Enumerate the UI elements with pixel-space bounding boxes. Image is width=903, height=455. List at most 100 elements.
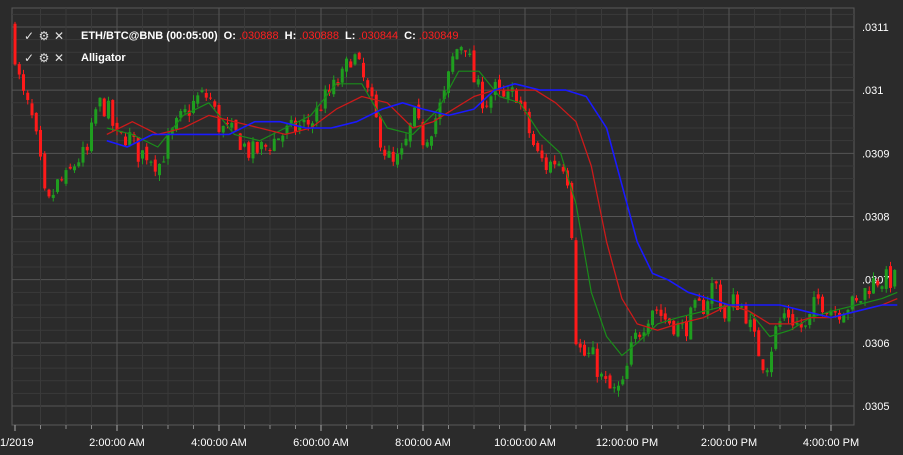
candle-up — [859, 301, 863, 303]
candle-down — [111, 100, 115, 126]
candle-down — [519, 100, 523, 105]
candle-down — [26, 92, 30, 100]
candle-up — [549, 161, 552, 173]
candle-down — [502, 89, 506, 97]
x-tick-label: 10:00:00 AM — [494, 437, 556, 449]
candle-up — [629, 342, 633, 365]
candle-up — [64, 170, 68, 184]
candle-up — [281, 135, 285, 142]
candle-down — [357, 52, 361, 60]
candle-up — [162, 161, 166, 163]
candle-up — [850, 296, 854, 310]
candle-down — [574, 240, 578, 345]
candle-down — [583, 344, 586, 356]
candle-down — [697, 298, 701, 301]
candle-down — [234, 119, 238, 131]
candle-down — [464, 50, 467, 52]
x-tick-label: 1/2019 — [0, 437, 34, 449]
candle-down — [723, 305, 727, 319]
x-tick-label: 8:00:00 AM — [395, 437, 451, 449]
candle-up — [179, 111, 183, 118]
candle-up — [646, 323, 650, 334]
candle-up — [353, 54, 357, 65]
candle-down — [153, 159, 157, 172]
candle-down — [655, 309, 659, 311]
candle-up — [183, 109, 187, 113]
candle-down — [379, 116, 382, 148]
candle-down — [668, 318, 671, 324]
candle-up — [893, 269, 897, 287]
candle-down — [736, 294, 739, 311]
candle-down — [791, 314, 795, 326]
candle-down — [264, 144, 268, 147]
indicator-name: Alligator — [81, 52, 126, 64]
candle-up — [158, 163, 161, 176]
candle-down — [268, 150, 272, 152]
y-tick-label: .031 — [862, 85, 883, 97]
candle-up — [447, 71, 450, 93]
candle-up — [612, 387, 616, 389]
candle-down — [816, 294, 820, 299]
candle-up — [587, 352, 591, 354]
candle-down — [22, 74, 25, 91]
candle-up — [434, 118, 438, 134]
candle-up — [430, 136, 433, 146]
candle-up — [141, 150, 144, 159]
candle-up — [404, 138, 408, 146]
candle-down — [714, 281, 718, 284]
candle-up — [770, 351, 773, 373]
check-icon[interactable]: ✓ — [23, 51, 35, 65]
x-tick-label: 2:00:00 AM — [89, 437, 145, 449]
alligator-teeth-line — [106, 89, 898, 331]
candle-up — [285, 125, 289, 134]
candle-down — [421, 121, 425, 146]
candle-down — [515, 89, 518, 103]
candle-down — [825, 312, 829, 315]
candle-down — [391, 151, 395, 162]
y-tick-label: .0306 — [862, 338, 890, 350]
check-icon[interactable]: ✓ — [23, 29, 35, 43]
candle-up — [192, 100, 195, 113]
candle-up — [468, 53, 472, 56]
candle-up — [94, 109, 98, 124]
candle-down — [115, 122, 119, 130]
candle-up — [489, 96, 493, 108]
candle-up — [81, 146, 85, 163]
candle-down — [34, 112, 38, 132]
candle-down — [68, 166, 72, 169]
candle-up — [804, 325, 807, 327]
candle-up — [51, 194, 55, 198]
y-tick-label: .0305 — [862, 401, 890, 413]
candle-up — [260, 141, 263, 150]
candle-up — [625, 365, 629, 379]
close-icon[interactable]: ✕ — [53, 29, 65, 43]
candle-up — [795, 322, 799, 325]
gear-icon[interactable]: ⚙ — [38, 29, 50, 43]
y-tick-label: .0308 — [862, 212, 890, 224]
candle-down — [209, 97, 212, 99]
candle-down — [523, 101, 527, 112]
close-icon[interactable]: ✕ — [53, 51, 65, 65]
candle-up — [884, 269, 888, 289]
candle-up — [621, 379, 625, 385]
candle-down — [702, 299, 705, 315]
candle-up — [251, 141, 255, 159]
candle-up — [77, 162, 81, 167]
candle-up — [56, 179, 59, 193]
candle-up — [880, 286, 884, 289]
candle-up — [727, 306, 731, 322]
candle-down — [821, 296, 824, 313]
candle-down — [102, 98, 106, 117]
candle-up — [863, 288, 867, 300]
x-tick-label: 12:00:00 PM — [596, 437, 658, 449]
candle-up — [693, 300, 697, 308]
candle-up — [782, 313, 786, 319]
gear-icon[interactable]: ⚙ — [38, 51, 50, 65]
candle-up — [128, 132, 132, 146]
candle-down — [544, 157, 548, 171]
candle-up — [345, 58, 348, 72]
candle-down — [319, 109, 323, 111]
candle-down — [536, 142, 540, 151]
